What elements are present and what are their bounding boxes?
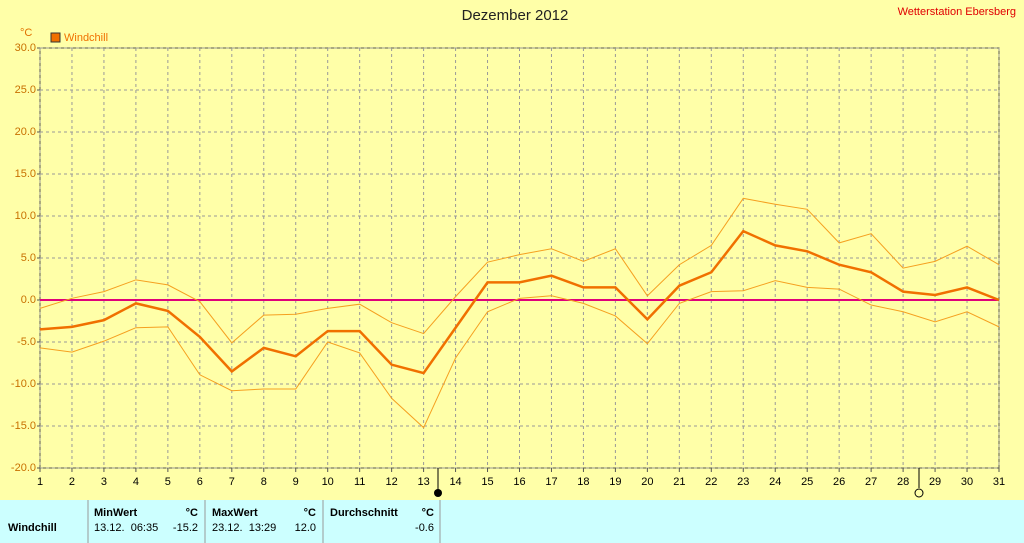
x-tick-label: 4 [133, 476, 139, 488]
table-cell: 13.12. 06:35 [94, 522, 158, 534]
x-tick-label: 18 [577, 476, 589, 488]
y-tick-label: 10.0 [15, 210, 36, 222]
y-tick-label: 25.0 [15, 84, 36, 96]
table-header: Durchschnitt [330, 507, 398, 519]
y-unit: °C [20, 27, 32, 39]
x-tick-label: 20 [641, 476, 653, 488]
x-tick-label: 19 [609, 476, 621, 488]
x-tick-label: 12 [386, 476, 398, 488]
x-tick-label: 26 [833, 476, 845, 488]
x-tick-label: 5 [165, 476, 171, 488]
table-header: °C [422, 507, 434, 519]
y-tick-label: -15.0 [11, 420, 36, 432]
table-cell: 12.0 [295, 522, 316, 534]
x-tick-label: 2 [69, 476, 75, 488]
table-cell: -0.6 [415, 522, 434, 534]
x-tick-label: 7 [229, 476, 235, 488]
x-tick-label: 14 [449, 476, 461, 488]
series-line [39, 229, 1000, 375]
x-tick-label: 16 [513, 476, 525, 488]
legend-label: Windchill [64, 32, 108, 44]
y-tick-label: 15.0 [15, 168, 36, 180]
table-cell: 23.12. 13:29 [212, 522, 276, 534]
x-tick-label: 11 [354, 476, 365, 488]
table-header: MinWert [94, 507, 138, 519]
table-header: MaxWert [212, 507, 258, 519]
x-tick-label: 30 [961, 476, 973, 488]
series-line [39, 280, 1000, 429]
max-marker [914, 488, 924, 498]
chart-title: Dezember 2012 [462, 7, 569, 24]
y-tick-label: -20.0 [11, 462, 36, 474]
x-tick-label: 22 [705, 476, 717, 488]
x-tick-label: 9 [293, 476, 299, 488]
x-tick-label: 31 [993, 476, 1005, 488]
table-cell: -15.2 [173, 522, 198, 534]
table-cell: Windchill [8, 522, 57, 534]
series-line [39, 197, 1000, 344]
x-tick-label: 27 [865, 476, 877, 488]
x-tick-label: 21 [673, 476, 685, 488]
y-tick-label: -5.0 [17, 336, 36, 348]
x-tick-label: 23 [737, 476, 749, 488]
x-tick-label: 15 [481, 476, 493, 488]
y-tick-label: 20.0 [15, 126, 36, 138]
min-marker [434, 489, 442, 497]
x-tick-label: 3 [101, 476, 107, 488]
x-tick-label: 17 [545, 476, 557, 488]
y-tick-label: 30.0 [15, 42, 36, 54]
x-tick-label: 8 [261, 476, 267, 488]
x-tick-label: 10 [322, 476, 334, 488]
plot: -20.0 -15.0 -10.0 -5.0 0.0 5.0 10.0 15.0 20.0 25.… [11, 42, 1005, 488]
station-name: Wetterstation Ebersberg [898, 6, 1016, 18]
stats-table [0, 500, 1024, 543]
x-tick-label: 29 [929, 476, 941, 488]
table-header: °C [304, 507, 316, 519]
y-tick-label: 0.0 [21, 294, 36, 306]
x-tick-label: 24 [769, 476, 781, 488]
y-tick-label: 5.0 [21, 252, 36, 264]
y-tick-label: -10.0 [11, 378, 36, 390]
x-tick-label: 1 [37, 476, 43, 488]
legend-swatch [50, 32, 61, 43]
x-tick-label: 6 [197, 476, 203, 488]
table-header: °C [186, 507, 198, 519]
x-tick-label: 13 [417, 476, 429, 488]
x-tick-label: 28 [897, 476, 909, 488]
x-tick-label: 25 [801, 476, 813, 488]
